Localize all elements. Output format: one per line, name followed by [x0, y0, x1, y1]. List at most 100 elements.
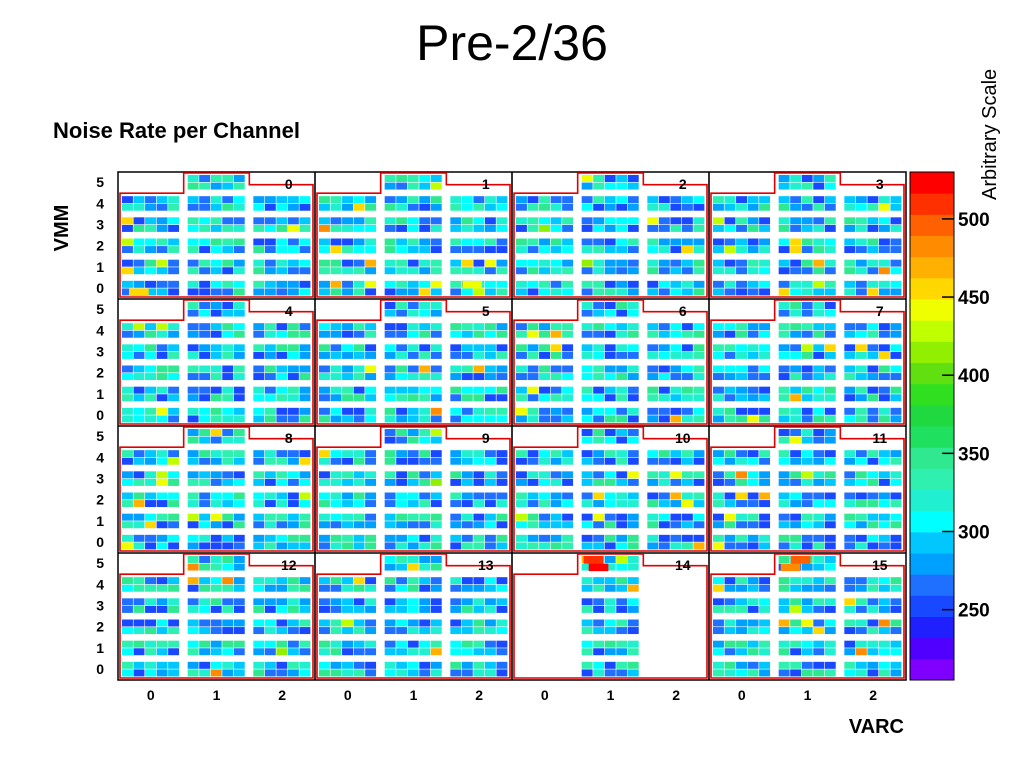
- heat-cell: [276, 203, 288, 211]
- heat-cell: [222, 302, 234, 309]
- heat-cell: [407, 267, 419, 275]
- heat-cell: [122, 500, 133, 508]
- heat-cell: [693, 471, 705, 479]
- colorbar-segment: [910, 616, 954, 639]
- heat-cell: [778, 598, 790, 606]
- heat-cell: [759, 598, 771, 606]
- heat-cell: [264, 351, 276, 359]
- heat-cell: [233, 648, 245, 656]
- heat-cell: [187, 563, 199, 571]
- heat-cell: [484, 203, 496, 211]
- heat-cell: [581, 534, 593, 542]
- heat-cell: [233, 175, 245, 182]
- heat-cell: [813, 267, 825, 275]
- colorbar-segment: [910, 447, 954, 469]
- heat-cell: [496, 500, 508, 508]
- heat-cell: [450, 471, 462, 479]
- heat-cell: [539, 238, 550, 246]
- heat-cell: [264, 217, 276, 225]
- heat-cell: [384, 267, 396, 275]
- heat-cell: [801, 563, 813, 571]
- heat-cell: [419, 288, 431, 296]
- heat-cell: [604, 492, 616, 500]
- heat-cell: [724, 217, 736, 225]
- heat-cell: [419, 661, 431, 669]
- colorbar-tick-label: 250: [958, 601, 990, 622]
- heat-cell: [473, 365, 485, 373]
- heat-cell: [627, 563, 639, 571]
- heat-cell: [299, 542, 311, 550]
- heat-cell: [210, 330, 222, 338]
- heat-cell: [276, 267, 288, 275]
- heat-cell: [616, 577, 628, 585]
- heat-cell: [473, 542, 485, 550]
- heat-cell: [593, 478, 605, 486]
- heat-cell: [855, 407, 867, 415]
- heat-cell: [616, 224, 628, 232]
- heat-cell: [790, 619, 802, 627]
- heat-cell: [627, 309, 639, 317]
- heat-cell: [616, 521, 628, 529]
- heat-cell: [724, 669, 736, 677]
- heat-cell: [713, 217, 724, 225]
- heat-cell: [550, 478, 562, 486]
- heat-cell: [484, 224, 496, 232]
- heat-cell: [759, 521, 771, 529]
- heat-cell: [581, 288, 593, 296]
- heat-cell: [813, 203, 825, 211]
- heat-cell: [878, 344, 890, 352]
- heat-cell: [264, 246, 276, 254]
- y-tick-label: 4: [96, 195, 104, 211]
- heat-cell: [562, 217, 574, 225]
- colorbar-segment: [910, 404, 954, 427]
- heat-cell: [627, 640, 639, 648]
- heat-cell: [365, 619, 377, 627]
- heat-cell: [384, 556, 396, 563]
- heat-cell: [222, 627, 234, 635]
- heat-cell: [550, 471, 562, 479]
- heat-cell: [759, 669, 771, 677]
- heat-cell: [253, 521, 265, 529]
- heat-cell: [890, 640, 902, 648]
- heat-cell: [430, 259, 442, 267]
- heat-cell: [122, 577, 133, 585]
- heat-cell: [527, 330, 539, 338]
- heat-cell: [550, 344, 562, 352]
- heat-cell: [253, 478, 265, 486]
- heat-cell: [867, 457, 879, 465]
- heat-cell: [365, 471, 377, 479]
- heat-cell: [222, 513, 234, 521]
- heat-cell: [145, 259, 156, 267]
- heat-cell: [824, 556, 836, 563]
- heat-cell: [736, 534, 747, 542]
- heat-cell: [353, 267, 365, 275]
- heat-cell: [496, 365, 508, 373]
- heat-cell: [187, 203, 199, 211]
- heat-cell: [396, 513, 408, 521]
- heat-cell: [724, 259, 736, 267]
- heat-cell: [168, 605, 180, 613]
- heat-cell: [824, 598, 836, 606]
- heat-cell: [593, 429, 605, 436]
- heat-cell: [790, 478, 802, 486]
- heat-cell: [210, 203, 222, 211]
- heat-cell: [145, 407, 156, 415]
- heat-cell: [562, 542, 574, 550]
- heat-cell: [855, 492, 867, 500]
- heat-cell: [647, 217, 659, 225]
- heat-cell: [736, 500, 747, 508]
- heat-cell: [461, 521, 473, 529]
- heat-cell: [264, 407, 276, 415]
- heat-cell: [778, 344, 790, 352]
- heat-cell: [233, 605, 245, 613]
- heat-cell: [276, 415, 288, 423]
- heat-cell: [713, 259, 724, 267]
- heat-cell: [736, 584, 747, 592]
- heat-cell: [450, 386, 462, 394]
- heat-cell: [647, 513, 659, 521]
- heat-cell: [484, 577, 496, 585]
- heat-cell: [133, 661, 145, 669]
- heat-cell: [813, 365, 825, 373]
- heat-cell: [658, 288, 670, 296]
- heat-cell: [496, 450, 508, 458]
